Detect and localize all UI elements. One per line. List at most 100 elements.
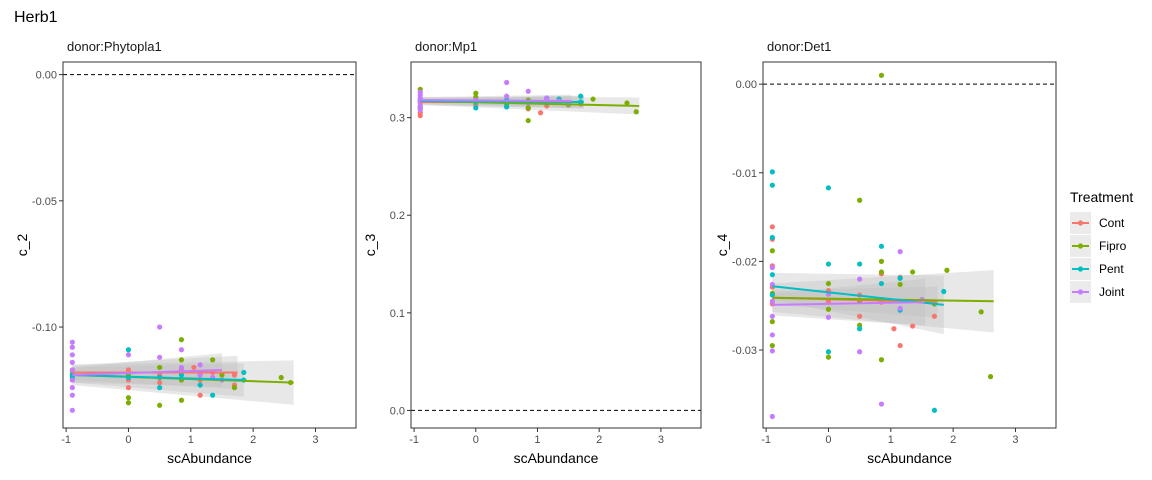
data-point-pent	[878, 280, 885, 287]
data-point-joint	[897, 305, 903, 311]
x-axis-label: scAbundance	[867, 450, 952, 466]
panel-1: donor:Phytopla1 -1 0 1 2 3 0.00 -0.05 -0.10 scAbu…	[14, 39, 357, 466]
data-point-fipro	[525, 117, 531, 124]
plot-area	[63, 74, 356, 413]
x-tick-label: 1	[188, 434, 194, 446]
data-point-fipro	[157, 364, 163, 371]
data-point-pent	[157, 385, 163, 391]
data-point-joint	[69, 339, 75, 345]
data-point-cont	[157, 379, 163, 386]
y-tick-label: -0.05	[32, 196, 57, 208]
data-point-pent	[931, 407, 938, 413]
data-point-joint	[897, 249, 903, 255]
data-point-joint	[504, 79, 510, 86]
confidence-ribbon-cont	[772, 286, 938, 318]
data-point-fipro	[590, 96, 596, 102]
data-point-cont	[125, 367, 132, 373]
data-point-fipro	[525, 105, 531, 111]
data-point-fipro	[633, 109, 639, 115]
data-point-joint	[69, 344, 75, 350]
data-point-fipro	[878, 357, 885, 363]
data-point-fipro	[825, 306, 832, 312]
data-point-fipro	[857, 197, 863, 203]
legend: Treatment Cont Fipro Pent Joint	[1070, 189, 1133, 303]
data-point-fipro	[987, 374, 994, 380]
data-point-cont	[910, 323, 916, 329]
data-point-joint	[417, 103, 423, 109]
data-point-joint	[769, 298, 775, 304]
data-point-joint	[417, 107, 423, 113]
data-point-joint	[769, 264, 775, 271]
panel-border	[62, 61, 357, 429]
data-point-fipro	[769, 319, 775, 325]
data-point-cont	[891, 326, 897, 332]
data-point-fipro	[769, 342, 775, 349]
data-point-joint	[69, 385, 75, 391]
legend-key-point	[1077, 289, 1084, 295]
data-point-fipro	[178, 337, 185, 343]
data-point-pent	[769, 272, 775, 278]
data-point-pent	[825, 349, 832, 355]
legend-key-point	[1077, 243, 1084, 249]
data-point-fipro	[769, 248, 775, 254]
data-point-fipro	[473, 90, 479, 96]
legend-label-fipro: Fipro	[1099, 239, 1127, 253]
legend-key-joint	[1070, 281, 1091, 303]
x-tick-label: 0	[473, 434, 479, 446]
data-point-fipro	[125, 395, 132, 401]
legend-label-joint: Joint	[1099, 285, 1125, 299]
data-point-pent	[857, 261, 863, 267]
data-point-pent	[878, 243, 885, 249]
x-tick-label: 3	[1012, 434, 1018, 446]
x-tick-label: -1	[761, 434, 771, 446]
data-point-fipro	[125, 400, 132, 406]
x-tick-label: 2	[950, 434, 956, 446]
data-point-pent	[897, 275, 903, 281]
data-point-joint	[825, 314, 832, 320]
x-tick-label: 0	[825, 434, 831, 446]
data-point-fipro	[178, 357, 185, 363]
data-point-joint	[544, 95, 550, 101]
y-axis-label: c_2	[14, 234, 30, 257]
data-point-cont	[191, 364, 197, 371]
data-point-cont	[125, 385, 132, 391]
x-tick-label: 1	[534, 434, 540, 446]
data-point-fipro	[825, 280, 832, 287]
data-point-fipro	[219, 372, 225, 378]
data-point-pent	[825, 185, 832, 191]
data-point-pent	[769, 292, 775, 298]
data-point-joint	[157, 354, 163, 360]
data-point-joint	[769, 332, 775, 338]
data-point-joint	[857, 349, 863, 355]
panel-strip-label: donor:Phytopla1	[67, 39, 162, 54]
data-point-cont	[857, 313, 863, 319]
data-point-joint	[125, 352, 132, 358]
data-point-joint	[769, 413, 775, 420]
x-tick-label: 3	[312, 434, 318, 446]
data-point-joint	[69, 359, 75, 365]
data-point-joint	[857, 276, 863, 282]
data-point-fipro	[978, 309, 984, 315]
data-point-joint	[504, 93, 510, 99]
data-point-fipro	[897, 281, 903, 288]
x-axis-label: scAbundance	[167, 450, 252, 466]
fit-line-joint	[772, 301, 926, 306]
data-point-fipro	[210, 357, 216, 363]
y-tick-label: 0.00	[736, 79, 757, 91]
legend-key-point	[1077, 220, 1084, 226]
data-point-joint	[157, 324, 163, 330]
y-axis-label: c_3	[362, 234, 378, 257]
legend-key-point	[1077, 266, 1084, 272]
data-point-pent	[504, 104, 510, 110]
x-axis-label: scAbundance	[514, 450, 599, 466]
legend-label-pent: Pent	[1099, 262, 1124, 276]
figure-title: Herb1	[14, 9, 58, 26]
data-point-joint	[69, 392, 75, 398]
x-tick-label: -1	[409, 434, 419, 446]
fit-line-fipro	[772, 296, 994, 303]
y-tick-label: 0.00	[36, 70, 57, 82]
data-point-pent	[769, 169, 775, 175]
data-point-fipro	[825, 354, 832, 360]
data-point-pent	[578, 93, 584, 99]
data-point-pent	[941, 288, 947, 295]
